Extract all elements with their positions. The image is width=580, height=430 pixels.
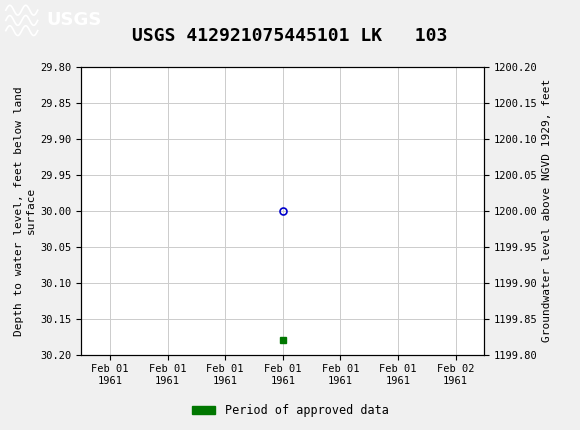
Y-axis label: Depth to water level, feet below land
surface: Depth to water level, feet below land su… [14, 86, 36, 335]
Text: USGS: USGS [46, 12, 102, 29]
Text: USGS 412921075445101 LK   103: USGS 412921075445101 LK 103 [132, 27, 448, 45]
Y-axis label: Groundwater level above NGVD 1929, feet: Groundwater level above NGVD 1929, feet [542, 79, 552, 342]
Legend: Period of approved data: Period of approved data [187, 399, 393, 422]
